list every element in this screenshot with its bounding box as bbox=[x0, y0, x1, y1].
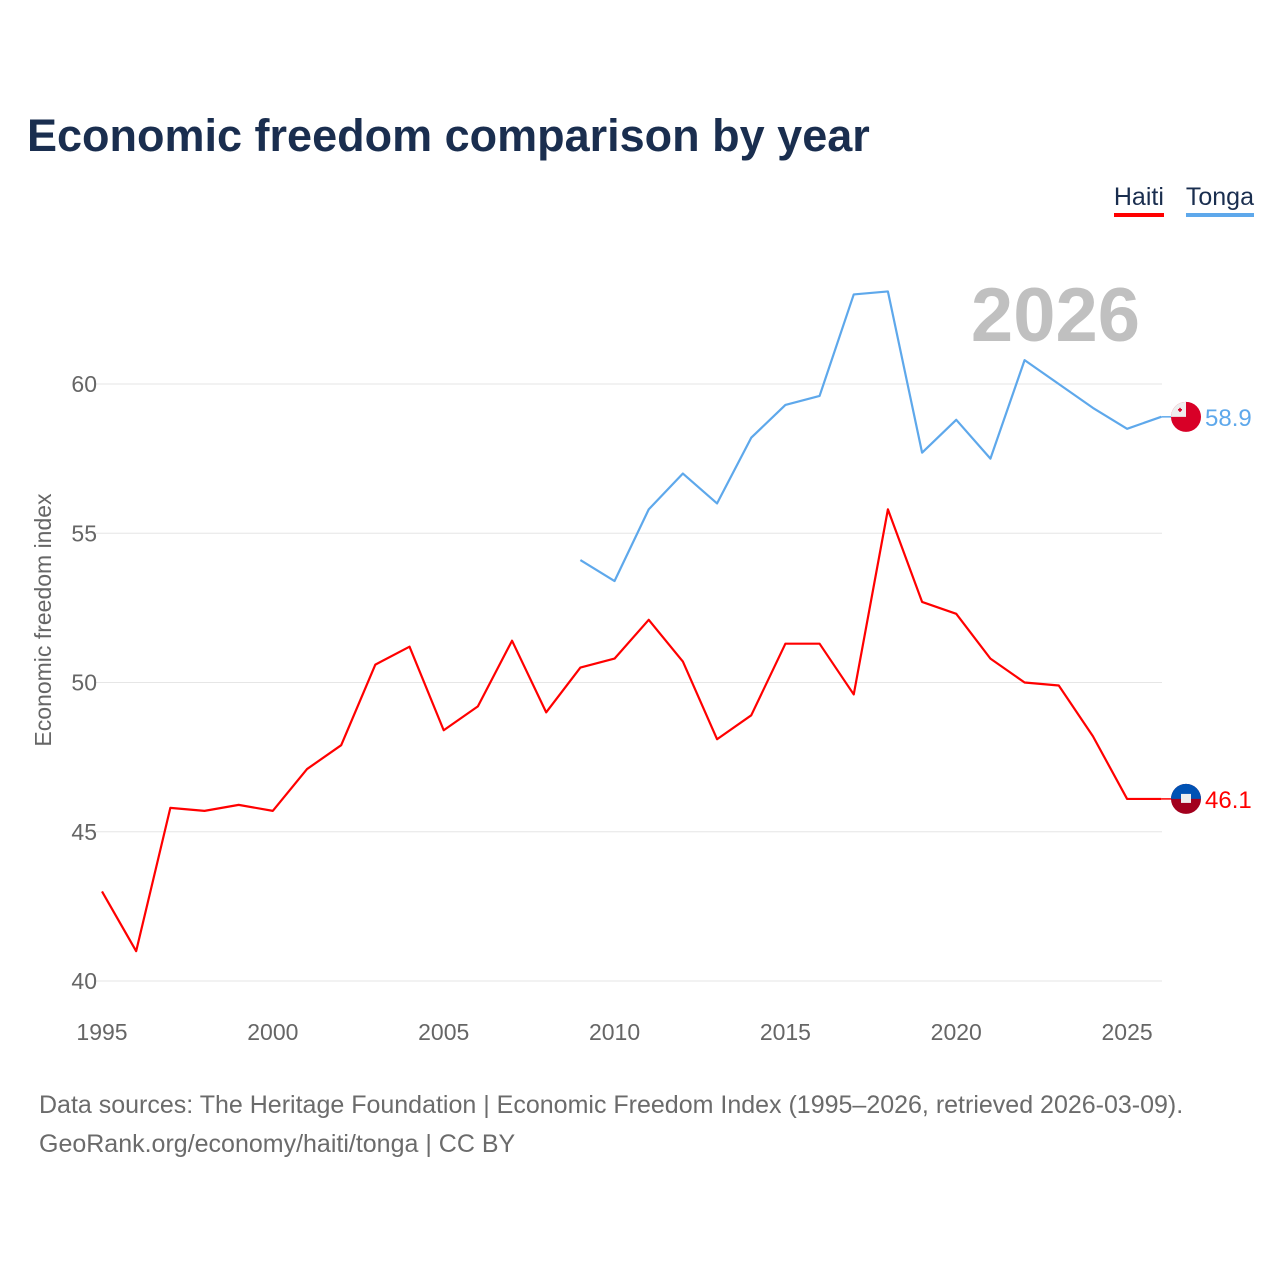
tonga-flag-cross bbox=[1178, 407, 1182, 412]
legend-haiti[interactable]: Haiti bbox=[1113, 183, 1164, 217]
series-line-tonga bbox=[579, 290, 1162, 583]
source-note: Data sources: The Heritage Foundation | … bbox=[39, 1086, 1183, 1164]
x-tick-label: 2000 bbox=[247, 1019, 298, 1045]
y-tick-label: 40 bbox=[71, 968, 97, 994]
haiti-flag-top bbox=[1171, 783, 1201, 799]
y-tick-label: 45 bbox=[71, 819, 97, 845]
legend-tonga[interactable]: Tonga bbox=[1185, 183, 1254, 217]
y-axis-label: Economic freedom index bbox=[30, 493, 56, 747]
end-value-label-tonga: 58.9 bbox=[1205, 405, 1252, 432]
chart-title: Economic freedom comparison by year bbox=[27, 110, 870, 161]
series-line-haiti bbox=[101, 508, 1162, 953]
x-tick-label: 1995 bbox=[76, 1019, 127, 1045]
x-tick-label: 2005 bbox=[418, 1019, 469, 1045]
y-tick-label: 60 bbox=[71, 371, 97, 397]
x-tick-label: 2010 bbox=[589, 1019, 640, 1045]
haiti-flag-emblem bbox=[1181, 793, 1191, 803]
year-watermark: 2026 bbox=[971, 273, 1140, 358]
y-tick-label: 50 bbox=[71, 670, 97, 696]
end-value-label-haiti: 46.1 bbox=[1205, 787, 1252, 814]
source-line-2[interactable]: GeoRank.org/economy/haiti/tonga | CC BY bbox=[39, 1130, 516, 1158]
x-tick-label: 2020 bbox=[931, 1019, 982, 1045]
legend: Haiti Tonga bbox=[1113, 183, 1254, 217]
y-tick-label: 55 bbox=[71, 520, 97, 546]
x-tick-label: 2025 bbox=[1102, 1019, 1153, 1045]
x-tick-label: 2015 bbox=[760, 1019, 811, 1045]
source-line-1: Data sources: The Heritage Foundation | … bbox=[39, 1091, 1184, 1119]
